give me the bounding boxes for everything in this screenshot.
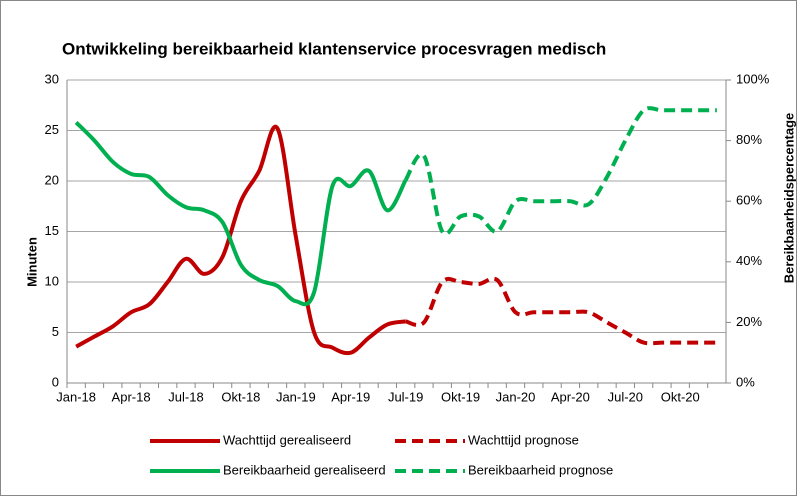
series-line [75,124,406,356]
legend-label: Wachttijd gerealiseerd [223,432,351,447]
y-axis-title: Minuten [24,237,39,287]
y2-tick-label: 20% [736,314,762,329]
legend-label: Wachttijd prognose [468,432,579,447]
y2-tick-label: 40% [736,253,762,268]
series-line [403,106,717,236]
y-tick-label: 20 [45,172,59,187]
y-tick-label: 5 [52,324,59,339]
x-tick-label: Jan-18 [56,389,96,404]
y-tick-label: 0 [52,374,59,389]
x-tick-label: Okt-19 [441,389,480,404]
x-tick-label: Okt-20 [661,389,700,404]
chart-title: Ontwikkeling bereikbaarheid klantenservi… [62,39,606,58]
x-tick-label: Jan-20 [496,389,536,404]
x-tick-label: Jul-20 [608,389,643,404]
y2-tick-label: 0% [736,374,755,389]
y2-tick-label: 80% [736,132,762,147]
x-tick-label: Jul-19 [388,389,423,404]
x-tick-label: Okt-18 [221,389,260,404]
x-tick-label: Apr-18 [112,389,151,404]
y-tick-label: 25 [45,122,59,137]
y-tick-label: 10 [45,273,59,288]
x-tick-label: Apr-19 [331,389,370,404]
y2-tick-label: 60% [736,193,762,208]
x-tick-label: Jan-19 [276,389,316,404]
y-tick-label: 15 [45,223,59,238]
legend-label: Bereikbaarheid prognose [468,462,613,477]
y2-axis-title: Bereikbaarheidspercentage [781,113,796,284]
y-tick-label: 30 [45,71,59,86]
legend-label: Bereikbaarheid gerealiseerd [223,462,386,477]
series-line [405,276,717,346]
x-tick-label: Jul-18 [168,389,203,404]
y2-tick-label: 100% [736,71,770,86]
x-tick-label: Apr-20 [551,389,590,404]
series-line [74,120,408,307]
